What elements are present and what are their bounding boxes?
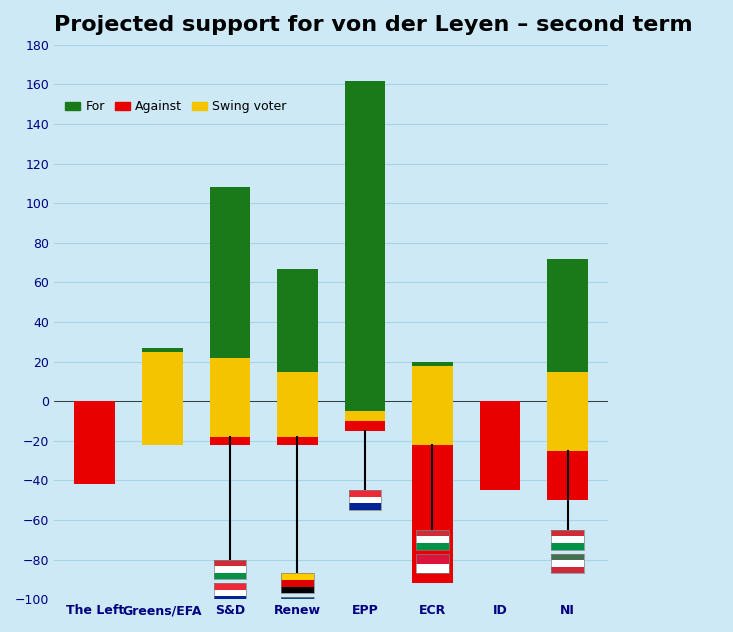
Bar <box>142 351 183 445</box>
FancyBboxPatch shape <box>213 590 246 597</box>
FancyBboxPatch shape <box>551 543 583 550</box>
FancyBboxPatch shape <box>416 537 449 543</box>
FancyBboxPatch shape <box>416 530 449 537</box>
FancyBboxPatch shape <box>551 560 583 567</box>
Bar <box>349 490 381 510</box>
FancyBboxPatch shape <box>281 611 314 617</box>
FancyBboxPatch shape <box>349 497 381 504</box>
FancyBboxPatch shape <box>281 586 314 593</box>
Bar <box>412 362 453 365</box>
FancyBboxPatch shape <box>416 543 449 550</box>
Bar <box>548 451 588 500</box>
FancyBboxPatch shape <box>213 566 246 573</box>
FancyBboxPatch shape <box>349 490 381 497</box>
Bar <box>412 365 453 445</box>
FancyBboxPatch shape <box>213 597 246 603</box>
Bar <box>479 401 520 490</box>
Bar <box>210 437 250 445</box>
Bar <box>345 411 385 421</box>
FancyBboxPatch shape <box>213 573 246 580</box>
FancyBboxPatch shape <box>281 580 314 586</box>
FancyBboxPatch shape <box>213 559 246 566</box>
Bar <box>416 554 449 573</box>
Bar <box>213 583 246 603</box>
FancyBboxPatch shape <box>349 504 381 510</box>
Text: Projected support for von der Leyen – second term: Projected support for von der Leyen – se… <box>54 15 693 35</box>
Bar <box>142 348 183 351</box>
FancyBboxPatch shape <box>551 554 583 560</box>
Bar <box>551 554 583 573</box>
Bar <box>551 530 583 550</box>
Bar <box>345 421 385 431</box>
Bar <box>281 621 314 632</box>
FancyBboxPatch shape <box>281 621 314 628</box>
Bar <box>548 372 588 451</box>
Bar <box>277 437 317 445</box>
Bar <box>210 358 250 437</box>
Bar <box>213 559 246 580</box>
FancyBboxPatch shape <box>416 554 449 564</box>
Bar <box>548 258 588 372</box>
FancyBboxPatch shape <box>551 530 583 537</box>
FancyBboxPatch shape <box>416 564 449 573</box>
FancyBboxPatch shape <box>551 537 583 543</box>
Bar <box>75 401 115 484</box>
Bar <box>277 372 317 437</box>
Bar <box>412 445 453 583</box>
FancyBboxPatch shape <box>281 597 314 604</box>
Bar <box>277 269 317 372</box>
FancyBboxPatch shape <box>551 567 583 573</box>
Bar <box>281 573 314 593</box>
Bar <box>281 597 314 617</box>
Bar <box>416 530 449 550</box>
Bar <box>210 188 250 358</box>
FancyBboxPatch shape <box>281 604 314 611</box>
FancyBboxPatch shape <box>281 573 314 580</box>
Legend: For, Against, Swing voter: For, Against, Swing voter <box>61 95 291 118</box>
FancyBboxPatch shape <box>281 628 314 632</box>
FancyBboxPatch shape <box>213 583 246 590</box>
Bar <box>345 80 385 411</box>
